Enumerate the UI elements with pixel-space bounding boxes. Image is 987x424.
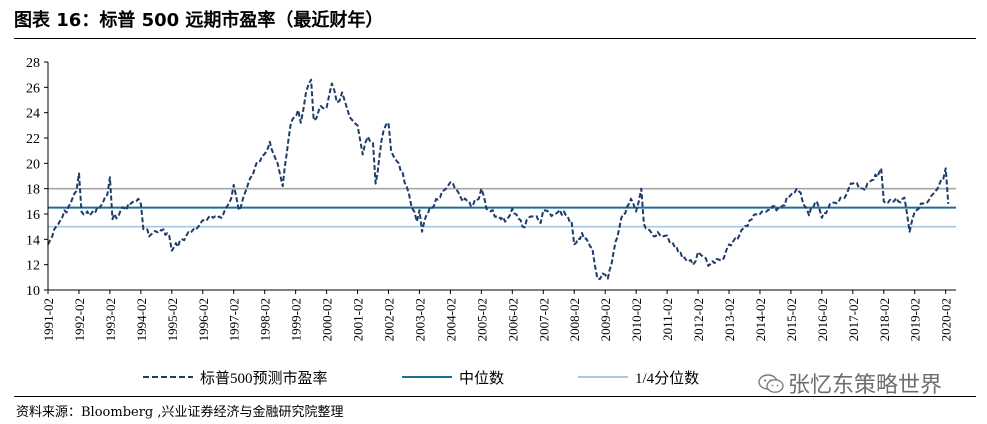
y-tick-label: 20 (26, 157, 40, 172)
x-tick-label: 1995-02 (165, 298, 180, 341)
x-tick-label: 1999-02 (289, 298, 304, 341)
reference-lines (48, 187, 956, 228)
footer-rule (14, 396, 976, 397)
y-tick-label: 24 (26, 107, 40, 122)
x-tick-label: 2009-02 (598, 298, 613, 341)
series-layer (47, 78, 950, 280)
x-tick-label: 2007-02 (536, 298, 551, 341)
x-tick-label: 2008-02 (567, 298, 582, 341)
x-tick-label: 2016-02 (815, 298, 830, 341)
source-note: 资料来源：Bloomberg ,兴业证券经济与金融研究院整理 (16, 405, 344, 420)
y-tick-label: 22 (26, 132, 40, 147)
legend-label: 标普500预测市盈率 (200, 370, 328, 387)
x-tick-label: 2010-02 (629, 298, 644, 341)
x-tick-label: 2011-02 (660, 298, 675, 341)
x-tick-label: 1991-02 (41, 298, 56, 341)
y-tick-label: 28 (26, 56, 40, 71)
x-tick-label: 2018-02 (877, 298, 892, 341)
x-tick-label: 2012-02 (691, 298, 706, 341)
x-tick-label: 2019-02 (908, 298, 923, 341)
x-tick-label: 2015-02 (784, 298, 799, 341)
x-tick-label: 1994-02 (134, 298, 149, 341)
legend-label: 1/4分位数 (635, 370, 699, 387)
y-tick-label: 10 (26, 284, 40, 299)
wechat-icon (758, 374, 784, 393)
chart-title: 图表 16：标普 500 远期市盈率（最近财年） (14, 10, 384, 31)
x-tick-label: 2017-02 (846, 298, 861, 341)
x-tick-label: 1998-02 (258, 298, 273, 341)
x-tick-label: 1993-02 (103, 298, 118, 341)
legend-label: 中位数 (459, 370, 504, 387)
x-tick-label: 2014-02 (753, 298, 768, 341)
x-tick-label: 1992-02 (72, 298, 87, 341)
x-tick-label: 2004-02 (443, 298, 458, 341)
y-tick-label: 26 (26, 81, 40, 96)
x-tick-label: 2002-02 (382, 298, 397, 341)
x-tick-label: 1997-02 (227, 298, 242, 341)
pe-ratio-line (47, 78, 950, 280)
axes: 10 12 14 16 18 20 22 24 26 28 1991-02 1992-02 1993-0… (26, 56, 956, 341)
y-tick-label: 16 (26, 208, 40, 223)
x-tick-label: 2013-02 (722, 298, 737, 341)
watermark-text: 张忆东策略世界 (788, 373, 943, 398)
x-tick-label: 2000-02 (320, 298, 335, 341)
y-tick-label: 18 (26, 183, 40, 198)
x-tick-label: 1996-02 (196, 298, 211, 341)
x-tick-label: 2006-02 (505, 298, 520, 341)
x-tick-label: 2001-02 (351, 298, 366, 341)
x-tick-label: 2003-02 (412, 298, 427, 341)
x-tick-label: 2020-02 (939, 298, 954, 341)
legend: 标普500预测市盈率 中位数 1/4分位数 (143, 370, 699, 387)
title-rule (14, 38, 976, 39)
y-tick-label: 14 (26, 233, 40, 248)
y-tick-label: 12 (26, 259, 40, 274)
watermark: 张忆东策略世界 (758, 367, 942, 399)
x-tick-label: 2005-02 (474, 298, 489, 341)
